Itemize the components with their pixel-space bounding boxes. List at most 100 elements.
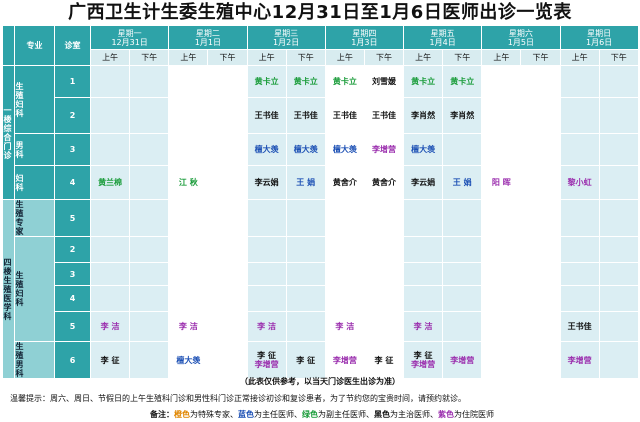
schedule-cell: 王 娟 xyxy=(442,165,483,200)
legend-text: 为主治医师、 xyxy=(390,410,438,419)
schedule-cell: 王书佳 xyxy=(363,97,405,134)
schedule-cell xyxy=(207,97,248,134)
legend-text: 为副主任医师、 xyxy=(318,410,374,419)
pm-label: 下午 xyxy=(207,49,248,66)
doctor-name: 李 洁 xyxy=(100,322,120,331)
legend-text: 为主任医师、 xyxy=(254,410,302,419)
doctor-name: 李 征 xyxy=(374,355,394,365)
day-date: 1月2日 xyxy=(273,37,300,47)
schedule-cell xyxy=(403,285,444,312)
doctor-name: 李 征 xyxy=(296,355,316,365)
doctor-name: 李增营 xyxy=(371,145,396,154)
schedule-cell: 檀大羡 xyxy=(285,133,326,166)
schedule-cell xyxy=(89,133,131,166)
schedule-cell xyxy=(363,311,405,342)
specialty-gyn_repro: 生殖妇科 xyxy=(14,65,55,134)
legend-color-word: 蓝色 xyxy=(238,410,254,419)
schedule-cell xyxy=(207,133,248,166)
schedule-cell xyxy=(481,65,522,98)
schedule-cell: 李增营 xyxy=(324,341,365,379)
schedule-cell xyxy=(559,133,600,166)
day-date: 12月31日 xyxy=(111,37,148,47)
schedule-cell xyxy=(559,97,600,134)
schedule-cell xyxy=(89,236,131,263)
schedule-cell: 檀大羡 xyxy=(168,341,209,379)
legend-text: 为特殊专家、 xyxy=(190,410,238,419)
schedule-cell: 李 征 xyxy=(285,341,326,379)
day-date: 1月4日 xyxy=(429,37,456,47)
doctor-name: 刘雪媛 xyxy=(371,77,396,86)
schedule-cell xyxy=(129,97,170,134)
schedule-cell: 李 征 xyxy=(89,341,131,379)
schedule-cell xyxy=(207,199,248,237)
schedule-cell xyxy=(520,262,561,286)
doctor-name: 李 洁 xyxy=(413,322,433,331)
header-room: 诊室 xyxy=(54,25,91,66)
doctor-name: 王书佳 xyxy=(371,111,396,120)
day-header: 星期二 1月1日 xyxy=(168,25,248,50)
day-weekday: 星期六 xyxy=(508,28,533,38)
specialty-male: 男科 xyxy=(14,133,55,166)
doctor-name: 檀大羡 xyxy=(254,145,279,154)
schedule-cell xyxy=(481,199,522,237)
schedule-cell xyxy=(598,236,639,263)
doctor-name: 黄舍介 xyxy=(371,178,396,187)
schedule-cell: 李 洁 xyxy=(324,311,365,342)
doctor-name: 黄舍介 xyxy=(332,178,357,187)
room-number: 5 xyxy=(54,311,91,342)
schedule-cell xyxy=(481,97,522,134)
schedule-cell: 李 征李增营 xyxy=(246,341,287,379)
table-row: 4 xyxy=(3,285,639,312)
legend-color-word: 黑色 xyxy=(374,410,390,419)
schedule-cell xyxy=(129,165,170,200)
schedule-cell xyxy=(246,236,287,263)
schedule-cell xyxy=(89,199,131,237)
schedule-cell xyxy=(403,236,444,263)
schedule-cell xyxy=(598,262,639,286)
schedule-cell xyxy=(481,236,522,263)
schedule-cell: 刘雪媛 xyxy=(363,65,405,98)
day-header: 星期四 1月3日 xyxy=(324,25,405,50)
schedule-cell xyxy=(520,199,561,237)
legend-color-word: 紫色 xyxy=(438,410,454,419)
doctor-name: 李增营 xyxy=(450,355,475,365)
specialty-text: 男科 xyxy=(15,140,25,159)
day-weekday: 星期四 xyxy=(352,28,377,38)
schedule-cell xyxy=(598,199,639,237)
am-label: 上午 xyxy=(168,49,209,66)
schedule-cell: 李 洁 xyxy=(168,311,209,342)
schedule-cell xyxy=(168,236,209,263)
table-row: 3 xyxy=(3,262,639,286)
table-row: 生殖妇科 2 xyxy=(3,236,639,342)
doctor-name: 王书佳 xyxy=(254,111,279,120)
doctor-name: 李 洁 xyxy=(257,322,276,331)
schedule-cell xyxy=(168,133,209,166)
schedule-cell xyxy=(89,262,131,286)
legend-text: 为住院医师 xyxy=(454,410,494,419)
schedule-cell: 黄舍介 xyxy=(363,165,405,200)
room-number: 4 xyxy=(54,165,91,200)
room-number: 2 xyxy=(54,236,91,263)
schedule-cell xyxy=(403,199,444,237)
day-date: 1月3日 xyxy=(351,37,378,47)
schedule-cell xyxy=(520,236,561,263)
schedule-cell xyxy=(598,65,639,98)
schedule-cell xyxy=(481,285,522,312)
schedule-cell xyxy=(129,199,170,237)
schedule-cell xyxy=(324,262,365,286)
schedule-cell xyxy=(481,262,522,286)
schedule-cell xyxy=(442,311,483,342)
schedule-cell: 李 洁 xyxy=(246,311,287,342)
room-number: 3 xyxy=(54,262,91,286)
doctor-name: 檀大羡 xyxy=(332,145,357,154)
doctor-name: 李云娟 xyxy=(411,178,436,187)
specialty-text: 妇科 xyxy=(15,173,25,192)
doctor-name: 王书佳 xyxy=(567,322,592,331)
doctor-name: 李 征 xyxy=(100,355,120,365)
schedule-cell xyxy=(598,311,639,342)
schedule-cell xyxy=(520,311,561,342)
specialty-male2: 生殖男科 xyxy=(14,341,55,379)
schedule-cell xyxy=(285,199,326,237)
doctor-name: 李增营 xyxy=(254,360,279,369)
